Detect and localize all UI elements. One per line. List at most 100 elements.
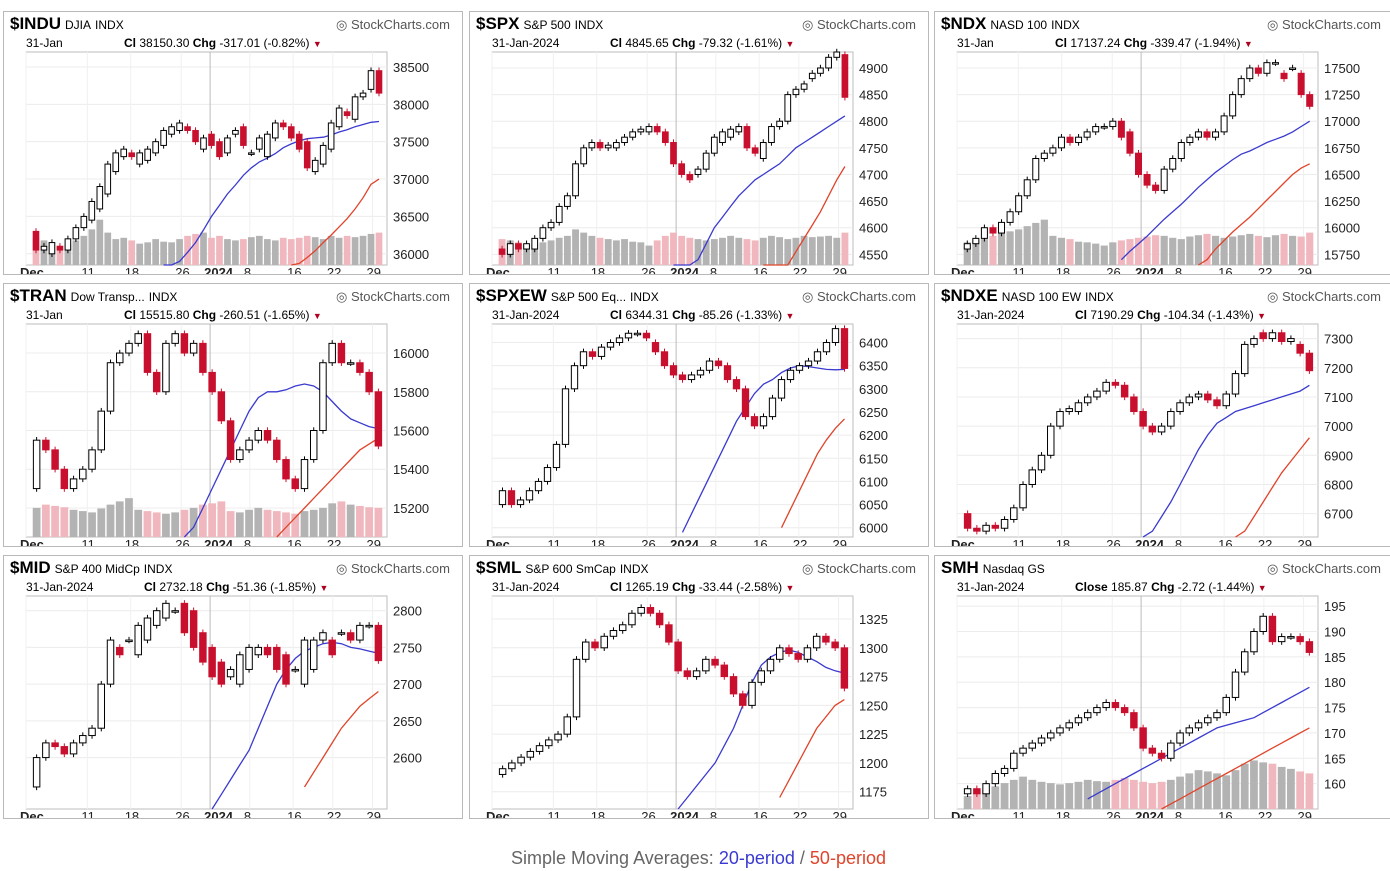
close-value: 15515.80: [139, 308, 190, 322]
symbol[interactable]: SMH: [941, 558, 979, 577]
candle-body: [637, 607, 645, 614]
volume-bar: [1152, 235, 1160, 265]
candle-body: [624, 332, 633, 339]
candle-body: [794, 653, 802, 660]
volume-bar: [335, 237, 343, 265]
candle-body: [116, 646, 124, 656]
down-arrow-icon[interactable]: ▼: [785, 583, 795, 593]
price-chart[interactable]: 195 190 185 180 175 170 165 160 Dec 11 18 26 2024 8 16…: [935, 556, 1390, 819]
down-arrow-icon[interactable]: ▼: [1257, 311, 1267, 321]
candle-body: [991, 524, 1000, 529]
candle-body: [674, 641, 682, 672]
candle-body: [254, 646, 263, 656]
candle-body: [125, 342, 133, 354]
symbol[interactable]: $INDU: [10, 14, 62, 33]
down-arrow-icon[interactable]: ▼: [785, 39, 795, 49]
price-chart[interactable]: 7300 7200 7100 7000 6900 6800 6700 Dec 11 18 26 202…: [935, 284, 1390, 547]
y-tick-label: 6050: [859, 498, 888, 513]
x-tick-label: 2024: [670, 537, 700, 547]
chart-panel-smh[interactable]: 195 190 185 180 175 170 165 160 Dec 11 18 26 2024 8 16…: [934, 555, 1390, 819]
down-arrow-icon[interactable]: ▼: [312, 39, 322, 49]
volume-bar: [96, 219, 104, 265]
chart-panel-ndxe[interactable]: 7300 7200 7100 7000 6900 6800 6700 Dec 11 18 26 202…: [934, 283, 1390, 547]
change-value: -317.01 (-0.82%): [219, 36, 310, 50]
volume-bar: [1246, 233, 1254, 265]
y-tick-label: 2600: [393, 751, 422, 766]
price-chart[interactable]: 17500 17250 17000 16750 16500 16250 16000 15750…: [935, 12, 1390, 275]
x-tick-label: 2024: [204, 537, 234, 547]
volume-bar: [514, 242, 522, 265]
candle-body: [613, 142, 620, 149]
candle-body: [1074, 402, 1083, 413]
change-label: Chg: [192, 36, 217, 50]
candle-body: [727, 128, 734, 138]
candle-body: [1277, 332, 1286, 343]
down-arrow-icon[interactable]: ▼: [312, 311, 322, 321]
volume-bar: [1237, 235, 1245, 265]
chart-panel-spxew[interactable]: 6400 6350 6300 6250 6200 6150 6100 6050 6000 Dec 1…: [469, 283, 929, 547]
chart-panel-mid[interactable]: 2800 2750 2700 2650 2600 Dec 11 18 26 2024 8 16 22 29…: [3, 555, 463, 819]
symbol[interactable]: $SPX: [476, 14, 520, 33]
volume-bar: [112, 239, 120, 265]
price-chart[interactable]: 1325 1300 1275 1250 1225 1200 1175 Dec 11 18 26 202…: [470, 556, 929, 819]
chart-panel-ndx[interactable]: 17500 17250 17000 16750 16500 16250 16000 15750…: [934, 11, 1390, 275]
price-chart[interactable]: 4900 4850 4800 4750 4700 4650 4600 4550 Dec 11 18 2…: [470, 12, 929, 275]
x-tick-label: 2024: [204, 265, 234, 275]
x-tick-label: 11: [81, 537, 95, 547]
volume-bar: [1177, 239, 1185, 265]
change-value: -33.44 (-2.58%): [698, 580, 783, 594]
volume-bar: [1019, 776, 1027, 809]
candle-body: [216, 141, 223, 158]
candle-body: [963, 243, 971, 250]
panel-header: $NDXE NASD 100 EW INDX: [941, 286, 1114, 306]
volume-bar: [1169, 237, 1177, 265]
symbol[interactable]: $SML: [476, 558, 522, 577]
volume-bar: [982, 789, 990, 809]
price-chart[interactable]: 38500 38000 37500 37000 36500 36000 Dec 11 18 26 2…: [4, 12, 463, 275]
volume-bar: [661, 235, 669, 265]
candle-body: [563, 716, 572, 735]
ma50-line: [779, 699, 845, 798]
panel-header: SMH Nasdaq GS: [941, 558, 1049, 578]
price-chart[interactable]: 2800 2750 2700 2650 2600 Dec 11 18 26 2024 8 16 22 29: [4, 556, 463, 819]
quote-date: 31-Jan-2024: [492, 308, 560, 322]
candle-body: [808, 72, 816, 80]
candle-body: [775, 647, 784, 660]
down-arrow-icon[interactable]: ▼: [1257, 583, 1267, 593]
candle-body: [199, 342, 207, 373]
quote-summary: Cl 4845.65 Chg -79.32 (-1.61%) ▼: [610, 36, 794, 50]
symbol[interactable]: $MID: [10, 558, 51, 577]
change-label: Chg: [1123, 36, 1148, 50]
volume-bar: [531, 244, 539, 265]
legend-sep: /: [799, 848, 805, 868]
candle-body: [1049, 147, 1057, 154]
symbol[interactable]: $NDXE: [941, 286, 998, 305]
chart-panel-spx[interactable]: 4900 4850 4800 4750 4700 4650 4600 4550 Dec 11 18 2…: [469, 11, 929, 275]
candle-body: [171, 610, 179, 613]
candle-body: [792, 88, 800, 96]
y-tick-label: 1225: [859, 727, 888, 742]
brand-logo-icon: ◎: [1267, 289, 1283, 304]
down-arrow-icon[interactable]: ▼: [1243, 39, 1253, 49]
down-arrow-icon[interactable]: ▼: [785, 311, 795, 321]
close-label: Cl: [610, 308, 622, 322]
volume-bar: [694, 239, 702, 265]
symbol[interactable]: $TRAN: [10, 286, 67, 305]
down-arrow-icon[interactable]: ▼: [319, 583, 329, 593]
candle-body: [588, 351, 597, 357]
chart-panel-sml[interactable]: 1325 1300 1275 1250 1225 1200 1175 Dec 11 18 26 202…: [469, 555, 929, 819]
chart-panel-tran[interactable]: 16000 15800 15600 15400 15200 Dec 11 18 26 2024 8 1…: [3, 283, 463, 547]
plot-frame: [25, 51, 388, 266]
chart-panel-indu[interactable]: 38500 38000 37500 37000 36500 36000 Dec 11 18 26 2…: [3, 11, 463, 275]
price-chart[interactable]: 6400 6350 6300 6250 6200 6150 6100 6050 6000 Dec 1…: [470, 284, 929, 547]
symbol[interactable]: $SPXEW: [476, 286, 547, 305]
candle-body: [831, 328, 840, 344]
candle-body: [825, 56, 832, 69]
y-tick-label: 37500: [393, 135, 429, 150]
volume-bar: [171, 512, 180, 537]
candle-body: [245, 439, 253, 451]
price-chart[interactable]: 16000 15800 15600 15400 15200 Dec 11 18 26 2024 8 1…: [4, 284, 463, 547]
symbol[interactable]: $NDX: [941, 14, 987, 33]
candle-body: [1109, 120, 1117, 128]
x-tick-label: 18: [591, 265, 605, 275]
